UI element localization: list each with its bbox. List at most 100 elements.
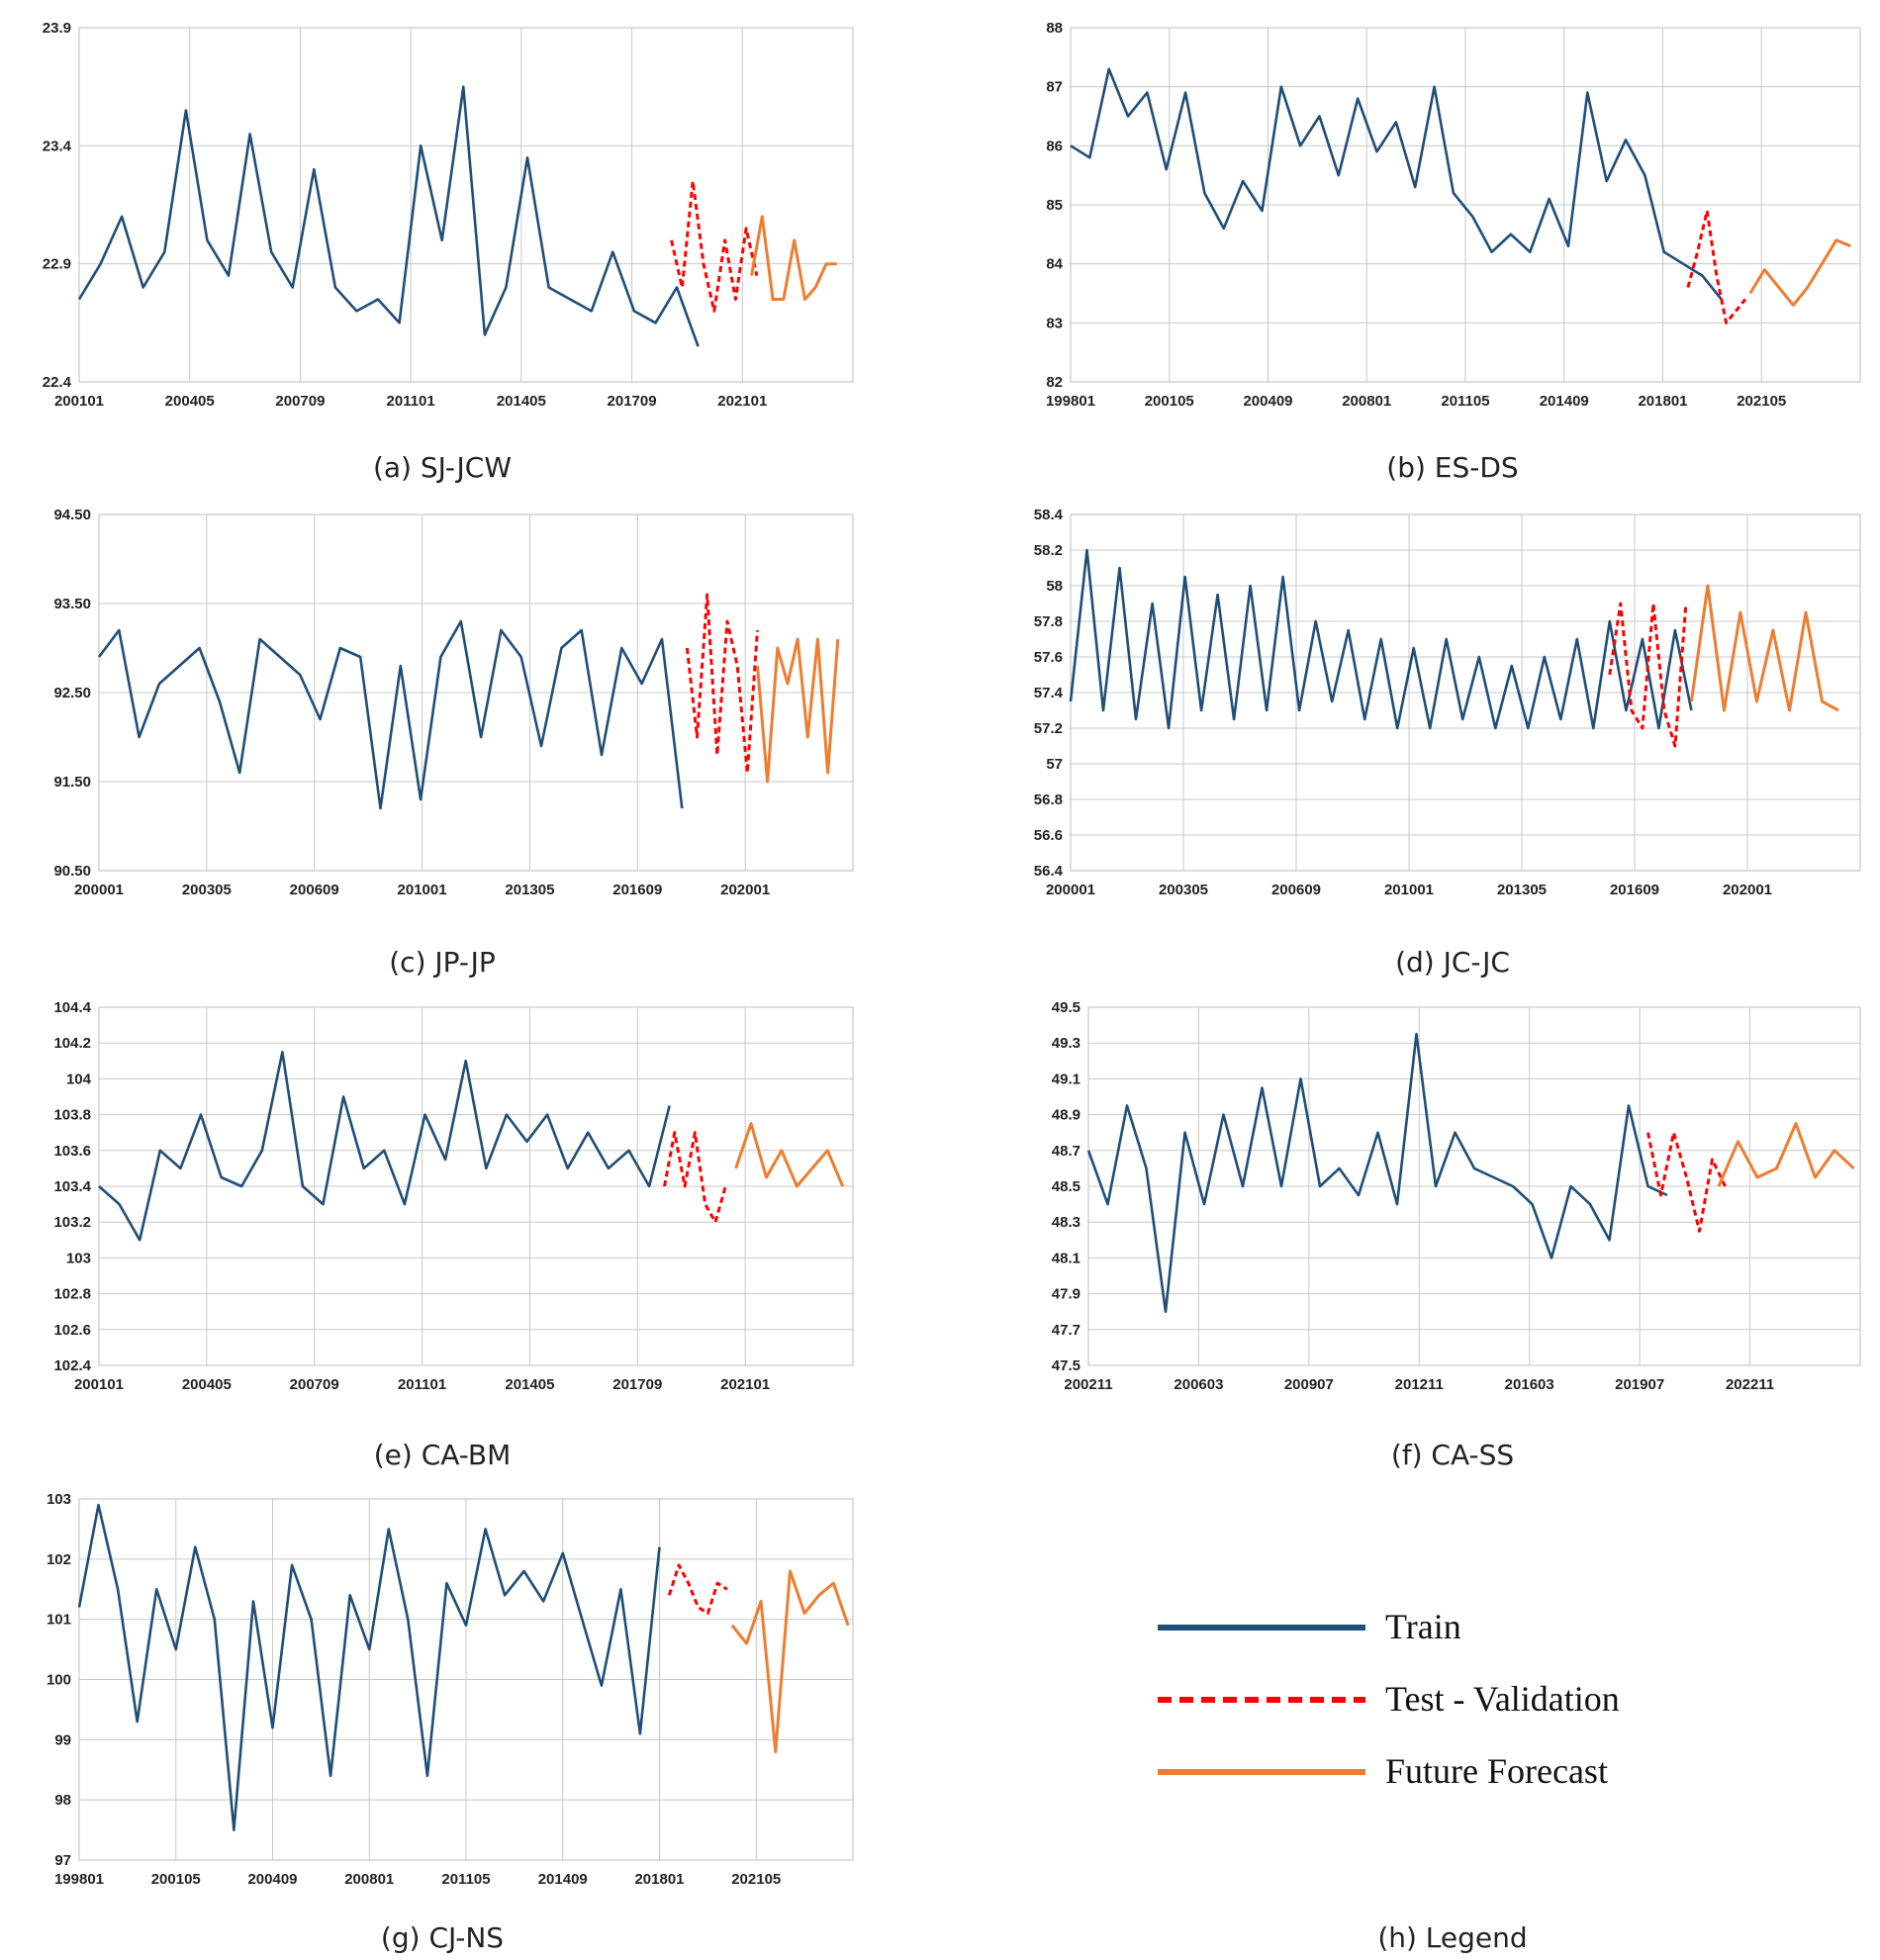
x-tick-label: 200105 — [1145, 393, 1194, 410]
x-tick-label: 201101 — [398, 1376, 446, 1393]
x-tick-label: 200801 — [1342, 393, 1391, 410]
plot-frame — [78, 27, 854, 383]
caption-h: (h) Legend — [1377, 1921, 1527, 1954]
x-tick-label: 201105 — [441, 1871, 490, 1888]
y-tick-label: 57.4 — [1034, 685, 1064, 701]
y-tick-label: 57 — [1046, 756, 1063, 773]
y-tick-label: 22.4 — [43, 374, 72, 391]
x-tick-label: 202001 — [720, 882, 770, 898]
x-tick-label: 200409 — [1243, 393, 1292, 410]
chart-panel-e: 104.4 104.2 104 103.8 103.6 103.4 103.2 103 102.… — [53, 999, 854, 1393]
caption-g: (g) CJ-NS — [381, 1921, 504, 1954]
x-tick-label: 201001 — [1384, 882, 1434, 898]
legend-train-label: Train — [1385, 1607, 1461, 1646]
y-tick-label: 103 — [66, 1250, 91, 1266]
y-tick-label: 48.5 — [1052, 1178, 1081, 1195]
y-tick-label: 103.8 — [53, 1107, 91, 1124]
series-line-test — [1646, 1131, 1727, 1233]
caption-f: (f) CA-SS — [1391, 1439, 1514, 1471]
y-tick-label: 102.4 — [53, 1357, 91, 1374]
legend-forecast-label: Future Forecast — [1385, 1751, 1608, 1791]
caption-a: (a) SJ-JCW — [373, 451, 512, 484]
series-line-train — [97, 619, 684, 810]
series-line-train — [1069, 548, 1693, 730]
series-line-test — [1608, 602, 1688, 748]
x-tick-label: 201609 — [1610, 882, 1659, 898]
x-tick-label: 201305 — [1497, 882, 1547, 898]
y-tick-label: 98 — [54, 1792, 71, 1809]
x-tick-label: 200801 — [344, 1871, 394, 1888]
y-tick-label: 58.2 — [1034, 542, 1063, 559]
y-tick-label: 88 — [1046, 20, 1063, 37]
series-line-forecast — [1717, 1122, 1855, 1187]
y-tick-label: 94.50 — [53, 507, 91, 523]
x-tick-label: 202101 — [720, 1376, 770, 1393]
x-tick-label: 200709 — [275, 393, 325, 410]
x-tick-label: 200211 — [1064, 1376, 1112, 1393]
series-line-train — [77, 1503, 661, 1831]
x-tick-label: 200405 — [165, 393, 215, 410]
y-tick-label: 92.50 — [53, 685, 91, 701]
x-tick-label: 202001 — [1723, 882, 1772, 898]
series-line-forecast — [750, 215, 837, 301]
y-tick-label: 58.4 — [1034, 507, 1064, 523]
y-tick-label: 97 — [54, 1852, 71, 1869]
plot-frame — [98, 513, 854, 872]
y-tick-label: 102.6 — [53, 1322, 91, 1339]
y-tick-label: 104 — [66, 1071, 92, 1087]
caption-e: (e) CA-BM — [374, 1439, 512, 1471]
y-tick-label: 102.8 — [53, 1286, 91, 1303]
series-line-test — [685, 593, 759, 775]
x-tick-label: 200405 — [182, 1376, 232, 1393]
y-tick-label: 48.3 — [1052, 1214, 1081, 1231]
y-tick-label: 90.50 — [53, 863, 91, 880]
series-line-train — [77, 85, 700, 347]
y-tick-label: 57.2 — [1034, 720, 1063, 737]
x-tick-label: 201211 — [1395, 1376, 1444, 1393]
x-tick-label: 201101 — [387, 393, 435, 410]
y-tick-label: 48.7 — [1052, 1143, 1081, 1160]
y-tick-label: 23.4 — [43, 138, 72, 154]
x-tick-label: 200609 — [1271, 882, 1321, 898]
series-line-test — [663, 1131, 727, 1224]
legend: Train Test - Validation Future Forecast — [1158, 1607, 1620, 1791]
x-tick-label: 201801 — [634, 1871, 684, 1888]
x-tick-label: 201409 — [1540, 393, 1589, 410]
x-tick-label: 201709 — [612, 1376, 662, 1393]
series-line-forecast — [1689, 584, 1839, 712]
x-tick-label: 201405 — [497, 393, 546, 410]
x-tick-label: 200907 — [1284, 1376, 1334, 1393]
x-tick-label: 200305 — [182, 882, 232, 898]
series-line-test — [1686, 209, 1747, 325]
x-tick-label: 201603 — [1505, 1376, 1554, 1393]
y-tick-label: 99 — [54, 1731, 71, 1748]
x-tick-label: 201305 — [505, 882, 554, 898]
chart-panel-d: 58.4 58.2 58 57.8 57.6 57.4 57.2 57 56.8 56.6 56.4… — [1034, 507, 1861, 898]
y-tick-label: 56.4 — [1034, 863, 1064, 880]
series-line-test — [667, 1563, 728, 1616]
x-tick-label: 202105 — [1737, 393, 1786, 410]
y-tick-label: 47.9 — [1052, 1286, 1081, 1303]
x-tick-label: 200101 — [74, 1376, 124, 1393]
caption-d: (d) JC-JC — [1395, 946, 1510, 979]
y-tick-label: 104.4 — [53, 999, 91, 1016]
x-tick-label: 201405 — [505, 1376, 554, 1393]
y-tick-label: 58 — [1046, 578, 1063, 595]
y-tick-label: 56.8 — [1034, 792, 1063, 808]
y-tick-label: 47.5 — [1052, 1357, 1081, 1374]
x-tick-label: 200001 — [1046, 882, 1095, 898]
y-tick-label: 57.6 — [1034, 649, 1063, 666]
y-tick-label: 22.9 — [43, 256, 71, 273]
x-tick-label: 201105 — [1441, 393, 1489, 410]
y-tick-label: 93.50 — [53, 596, 91, 612]
x-tick-label: 202211 — [1726, 1376, 1774, 1393]
plot-frame — [78, 1498, 854, 1861]
y-tick-label: 49.1 — [1052, 1071, 1081, 1087]
y-tick-label: 102 — [47, 1551, 71, 1568]
y-tick-label: 87 — [1046, 79, 1063, 96]
x-tick-label: 201709 — [608, 393, 657, 410]
y-tick-label: 84 — [1046, 256, 1063, 273]
x-tick-label: 201001 — [398, 882, 447, 898]
y-tick-label: 86 — [1046, 138, 1063, 154]
